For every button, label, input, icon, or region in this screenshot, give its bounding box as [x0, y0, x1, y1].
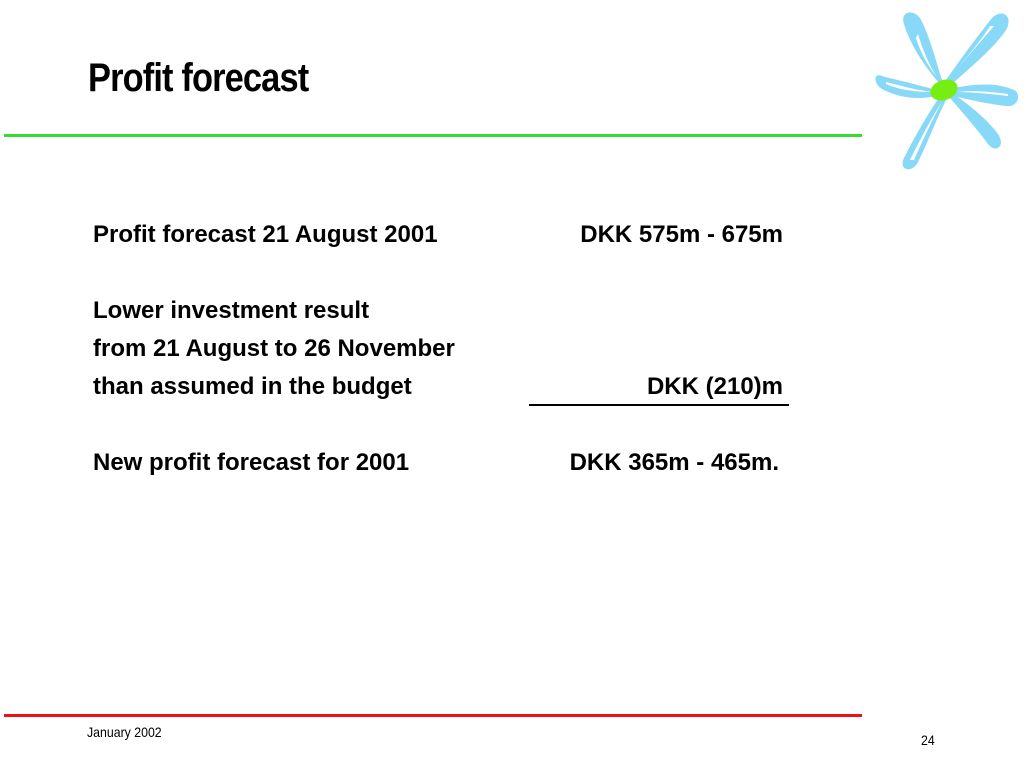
adjustment-label-line-3: than assumed in the budget — [93, 373, 412, 400]
slide-title: Profit forecast — [88, 56, 309, 100]
forecast-row: Profit forecast 21 August 2001 DKK 575m … — [93, 216, 793, 254]
new-forecast-label: New profit forecast for 2001 — [93, 449, 410, 476]
title-divider — [4, 134, 862, 137]
adjustment-label-line-2: from 21 August to 26 November — [93, 335, 455, 362]
flower-logo-icon — [875, 12, 1019, 170]
footer-divider — [4, 714, 862, 717]
new-forecast-value: DKK 365m - 465m. — [569, 449, 779, 476]
footer-date: January 2002 — [87, 724, 162, 740]
adjustment-row-line-1: Lower investment result — [93, 292, 793, 330]
row-spacer — [93, 406, 793, 444]
adjustment-row-line-3: than assumed in the budget DKK (210)m — [93, 368, 793, 406]
adjustment-row-line-2: from 21 August to 26 November — [93, 330, 793, 368]
row-spacer — [93, 254, 793, 292]
adjustment-value: DKK (210)m — [529, 368, 789, 406]
page-number: 24 — [921, 732, 935, 748]
forecast-table: Profit forecast 21 August 2001 DKK 575m … — [93, 216, 793, 482]
forecast-label: Profit forecast 21 August 2001 — [93, 221, 438, 248]
adjustment-label-line-1: Lower investment result — [93, 297, 370, 324]
new-forecast-row: New profit forecast for 2001 DKK 365m - … — [93, 444, 793, 482]
forecast-value: DKK 575m - 675m — [580, 221, 783, 248]
